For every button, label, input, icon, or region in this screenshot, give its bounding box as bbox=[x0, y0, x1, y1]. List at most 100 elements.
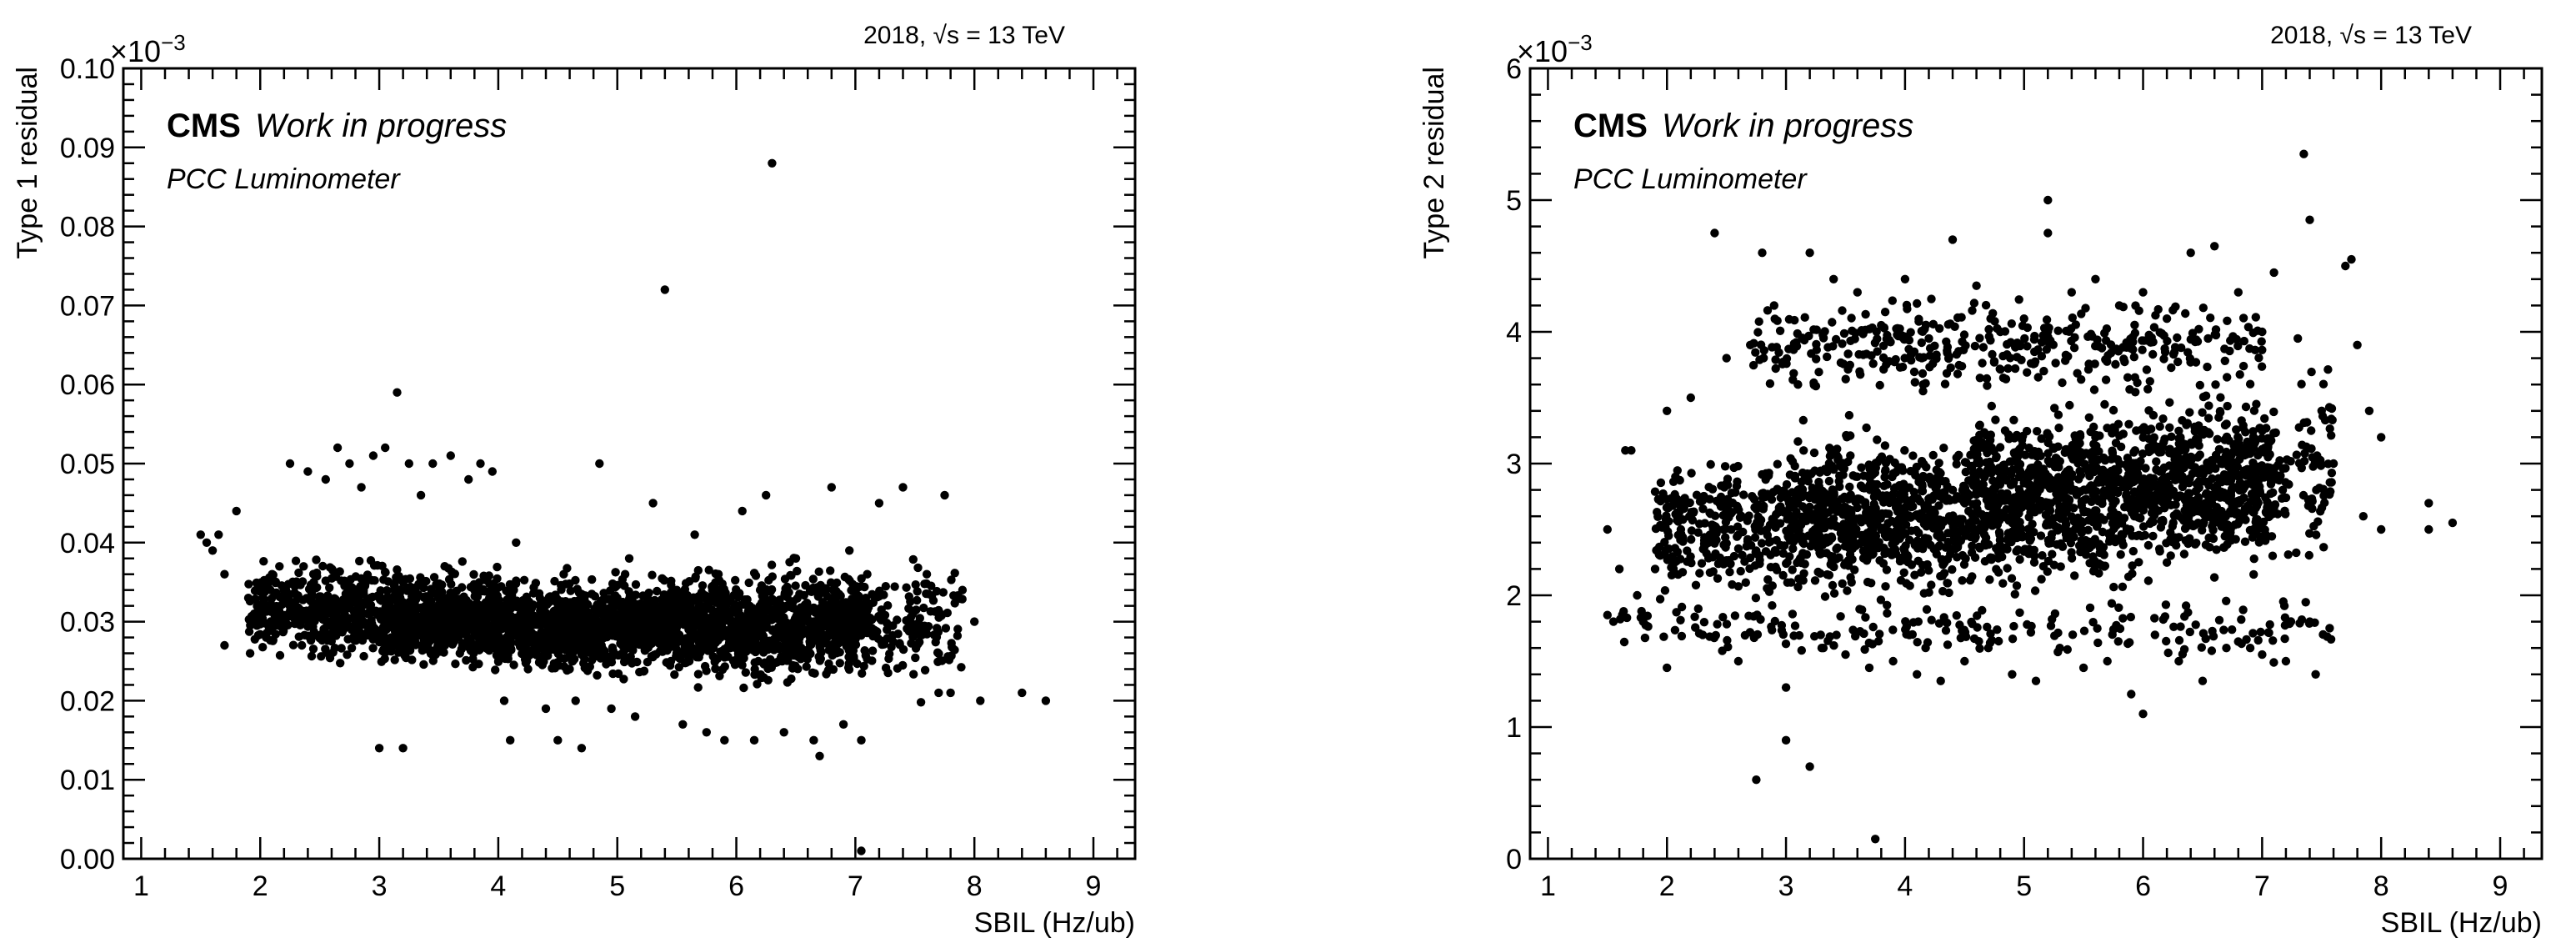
left-data-point bbox=[842, 640, 851, 650]
right-data-point bbox=[1719, 525, 1728, 534]
right-data-point bbox=[1814, 495, 1823, 505]
left-data-point bbox=[336, 659, 345, 668]
left-data-point bbox=[815, 656, 824, 665]
right-data-point bbox=[1954, 450, 1963, 459]
right-data-point bbox=[2037, 574, 2046, 584]
left-data-point bbox=[665, 598, 674, 608]
left-data-point bbox=[732, 640, 741, 650]
right-data-point bbox=[1857, 463, 1866, 472]
left-data-point bbox=[390, 620, 399, 630]
right-data-point bbox=[1663, 503, 1673, 513]
left-data-point bbox=[519, 575, 529, 584]
left-data-point bbox=[493, 562, 502, 572]
left-data-point bbox=[749, 640, 758, 650]
left-data-point bbox=[328, 566, 338, 575]
left-data-point bbox=[568, 607, 578, 617]
right-data-point bbox=[2033, 427, 2042, 436]
left-y-axis-label: Type 1 residual bbox=[12, 67, 43, 259]
left-data-point bbox=[783, 649, 793, 659]
left-work-in-progress-label: Work in progress bbox=[255, 108, 507, 144]
left-data-point bbox=[785, 627, 794, 636]
left-data-point bbox=[633, 657, 642, 667]
left-data-point bbox=[616, 639, 625, 649]
left-data-point bbox=[366, 626, 376, 635]
left-panel: 1 2 3 4 5 6 7 8 90.000.010.020.030.040.050.060.0… bbox=[12, 22, 1137, 939]
left-data-point bbox=[583, 666, 593, 675]
right-data-point bbox=[1824, 570, 1834, 579]
left-data-point bbox=[711, 664, 720, 674]
left-data-point bbox=[876, 636, 886, 645]
left-data-point bbox=[328, 622, 337, 631]
left-data-point bbox=[291, 617, 301, 626]
right-data-point bbox=[1773, 484, 1782, 494]
right-data-point bbox=[1873, 435, 1882, 444]
right-data-point bbox=[1876, 595, 1886, 604]
left-data-point bbox=[308, 622, 318, 631]
right-data-point bbox=[1987, 401, 1996, 411]
right-data-point bbox=[1687, 534, 1696, 544]
left-data-point bbox=[473, 614, 483, 624]
right-data-point bbox=[1783, 578, 1792, 587]
left-data-point bbox=[708, 610, 718, 619]
left-data-point bbox=[762, 490, 771, 500]
left-data-point bbox=[289, 589, 298, 598]
left-data-point bbox=[583, 629, 593, 639]
left-data-point bbox=[716, 647, 725, 656]
right-data-point bbox=[1805, 502, 1814, 512]
left-x-tick-label: 5 bbox=[609, 870, 625, 902]
right-data-point bbox=[1792, 507, 1801, 517]
left-data-point bbox=[549, 621, 558, 630]
right-data-point bbox=[1948, 564, 1957, 574]
right-data-point bbox=[1901, 520, 1911, 529]
left-y-exponent: ×10−3 bbox=[110, 30, 186, 68]
right-data-point bbox=[1722, 479, 1731, 489]
left-data-point bbox=[377, 657, 386, 666]
left-data-point bbox=[355, 629, 365, 639]
left-data-point bbox=[368, 575, 377, 585]
left-data-point bbox=[380, 612, 389, 621]
left-data-point bbox=[702, 642, 711, 651]
left-data-point bbox=[323, 636, 333, 645]
right-data-point bbox=[1830, 502, 1839, 512]
left-data-point bbox=[931, 638, 940, 647]
left-data-point bbox=[453, 598, 463, 607]
left-data-point bbox=[523, 665, 533, 674]
left-data-point bbox=[503, 650, 513, 660]
left-data-point bbox=[828, 650, 837, 660]
left-data-point bbox=[258, 643, 268, 652]
left-data-point bbox=[868, 614, 877, 624]
right-data-point bbox=[1706, 459, 1715, 469]
left-data-point bbox=[858, 669, 867, 678]
right-data-point bbox=[1855, 514, 1864, 523]
left-data-point bbox=[518, 617, 527, 626]
left-data-point bbox=[904, 592, 914, 601]
right-data-point bbox=[1991, 415, 2000, 424]
left-data-point bbox=[764, 575, 773, 585]
left-data-point bbox=[696, 601, 705, 610]
left-data-point bbox=[257, 613, 266, 622]
left-data-point bbox=[750, 665, 759, 674]
left-data-point bbox=[560, 654, 569, 663]
left-data-point bbox=[359, 651, 368, 661]
left-data-point bbox=[550, 576, 559, 586]
right-data-point bbox=[1660, 586, 1670, 595]
left-data-point bbox=[522, 592, 532, 601]
right-data-point bbox=[1903, 550, 1912, 560]
right-data-point bbox=[2099, 550, 2108, 559]
left-data-point bbox=[360, 580, 370, 589]
left-data-point bbox=[708, 582, 717, 592]
left-y-tick-label: 0.03 bbox=[60, 607, 115, 639]
left-data-point bbox=[416, 603, 425, 613]
right-data-point bbox=[1832, 544, 1841, 554]
left-data-point bbox=[398, 631, 407, 640]
right-data-point bbox=[1755, 519, 1764, 529]
left-data-point bbox=[378, 561, 387, 570]
left-data-point bbox=[845, 546, 854, 555]
left-data-point bbox=[250, 586, 260, 595]
right-data-point bbox=[1825, 444, 1834, 453]
right-data-point bbox=[1898, 484, 1908, 494]
left-data-point bbox=[196, 530, 205, 539]
left-data-point bbox=[782, 618, 792, 628]
left-data-point bbox=[773, 633, 783, 642]
left-data-point bbox=[744, 578, 753, 588]
